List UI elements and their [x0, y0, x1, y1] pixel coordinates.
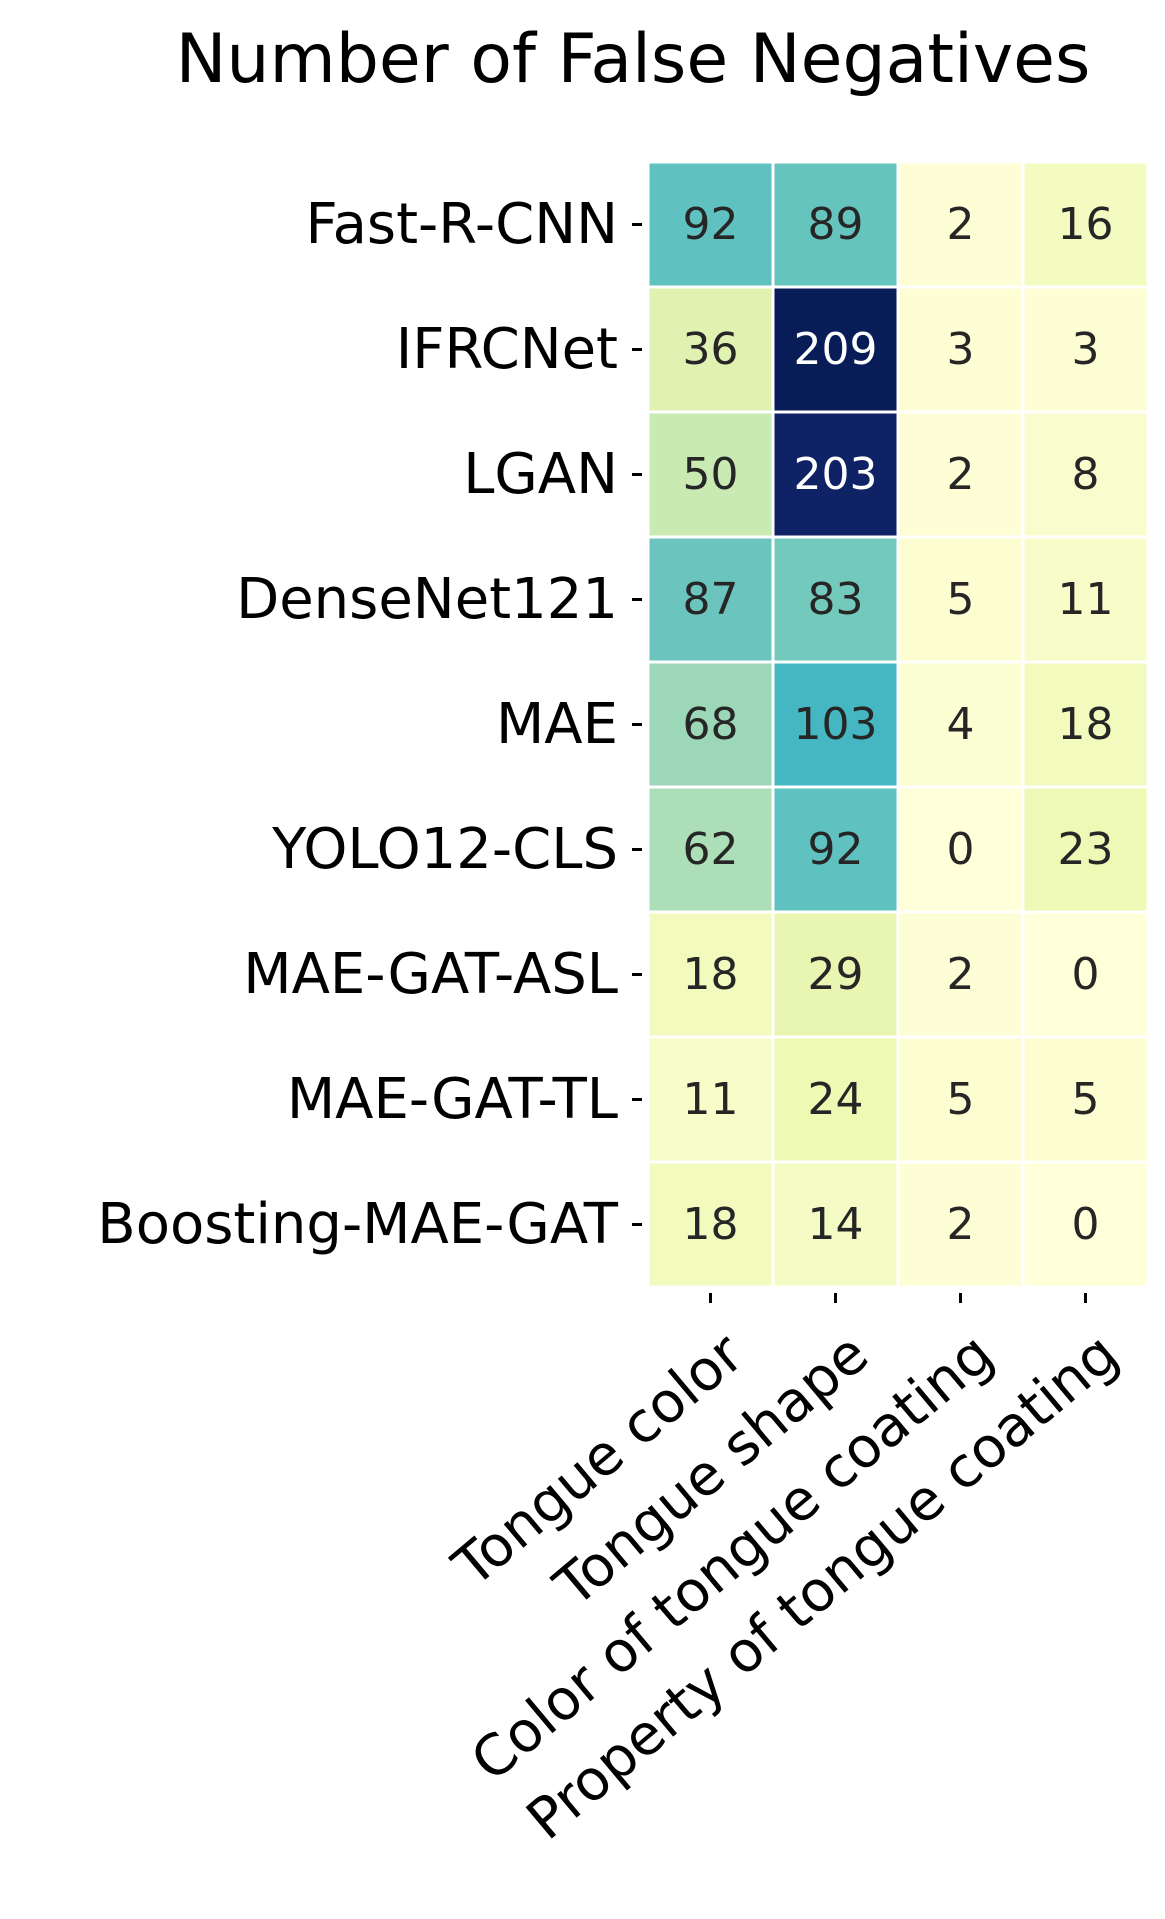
y-tick-label-densenet121: DenseNet121 — [236, 567, 618, 632]
cell-value-label: 68 — [683, 699, 739, 750]
heatmap-cell-ifrcnet-tongue-shape — [771, 285, 900, 414]
y-tick-label-mae-gat-tl: MAE-GAT-TL — [287, 1067, 618, 1132]
cell-value-label: 36 — [683, 324, 739, 375]
heatmap-cell-mae-tongue-color — [646, 660, 775, 789]
cell-value-label: 3 — [1072, 324, 1100, 375]
chart-title: Number of False Negatives — [176, 20, 1091, 99]
cell-value-label: 50 — [683, 449, 739, 500]
cell-value-label: 29 — [808, 949, 864, 1000]
cell-value-label: 89 — [808, 199, 864, 250]
heatmap-cell-yolo12-cls-tongue-shape — [771, 785, 900, 914]
cell-value-label: 92 — [683, 199, 739, 250]
heatmap-cells — [646, 160, 1150, 1289]
cell-value-label: 24 — [808, 1074, 864, 1125]
cell-value-label: 5 — [947, 1074, 975, 1125]
heatmap-cell-fast-r-cnn-tongue-shape — [771, 160, 900, 289]
heatmap-cell-densenet121-tongue-shape — [771, 535, 900, 664]
cell-value-label: 0 — [947, 824, 975, 875]
cell-value-label: 2 — [947, 949, 975, 1000]
cell-value-label: 11 — [1058, 574, 1114, 625]
heatmap-cell-fast-r-cnn-tongue-color — [646, 160, 775, 289]
cell-value-label: 2 — [947, 1199, 975, 1250]
heatmap-cell-densenet121-property-of-tongue-coating — [1021, 535, 1150, 664]
heatmap-cell-mae-property-of-tongue-coating — [1021, 660, 1150, 789]
cell-value-label: 18 — [683, 1199, 739, 1250]
heatmap-cell-yolo12-cls-tongue-color — [646, 785, 775, 914]
y-tick-label-boosting-mae-gat: Boosting-MAE-GAT — [97, 1192, 619, 1257]
cell-value-label: 5 — [1072, 1074, 1100, 1125]
cell-value-label: 11 — [683, 1074, 739, 1125]
heatmap-cell-boosting-mae-gat-color-of-tongue-coating — [896, 1160, 1025, 1289]
heatmap-cell-lgan-tongue-shape — [771, 410, 900, 539]
cell-value-label: 103 — [794, 699, 878, 750]
cell-value-label: 203 — [794, 449, 878, 500]
cell-value-label: 209 — [794, 324, 878, 375]
cell-value-label: 18 — [1058, 699, 1114, 750]
y-tick-label-lgan: LGAN — [463, 442, 618, 507]
heatmap-cell-yolo12-cls-property-of-tongue-coating — [1021, 785, 1150, 914]
y-tick-label-mae-gat-asl: MAE-GAT-ASL — [243, 942, 618, 1007]
heatmap-cell-mae-tongue-shape — [771, 660, 900, 789]
heatmap-cell-mae-gat-tl-color-of-tongue-coating — [896, 1035, 1025, 1164]
cell-value-label: 2 — [947, 449, 975, 500]
cell-value-label: 18 — [683, 949, 739, 1000]
cell-value-label: 0 — [1072, 949, 1100, 1000]
cell-value-label: 2 — [947, 199, 975, 250]
cell-value-label: 87 — [683, 574, 739, 625]
y-tick-label-yolo12-cls: YOLO12-CLS — [271, 817, 618, 882]
cell-value-label: 14 — [808, 1199, 864, 1250]
cell-value-label: 5 — [947, 574, 975, 625]
heatmap-cell-mae-gat-asl-property-of-tongue-coating — [1021, 910, 1150, 1039]
cell-value-label: 62 — [683, 824, 739, 875]
cell-value-label: 4 — [947, 699, 975, 750]
cell-value-label: 8 — [1072, 449, 1100, 500]
heatmap-cell-fast-r-cnn-property-of-tongue-coating — [1021, 160, 1150, 289]
heatmap-cell-boosting-mae-gat-tongue-shape — [771, 1160, 900, 1289]
heatmap-cell-yolo12-cls-color-of-tongue-coating — [896, 785, 1025, 914]
y-axis: Fast-R-CNN IFRCNet LGAN DenseNet121 MAE YOLO1… — [97, 192, 642, 1257]
heatmap-cell-lgan-property-of-tongue-coating — [1021, 410, 1150, 539]
y-tick-label-mae: MAE — [496, 692, 618, 757]
heatmap-cell-mae-gat-asl-color-of-tongue-coating — [896, 910, 1025, 1039]
y-tick-label-fast-r-cnn: Fast-R-CNN — [306, 192, 618, 257]
cell-value-label: 16 — [1058, 199, 1114, 250]
heatmap-cell-ifrcnet-property-of-tongue-coating — [1021, 285, 1150, 414]
cell-value-label: 23 — [1058, 824, 1114, 875]
x-tick-label-color-of-tongue-coating: Color of tongue coating — [459, 1321, 1005, 1794]
cell-value-label: 92 — [808, 824, 864, 875]
heatmap-cell-boosting-mae-gat-property-of-tongue-coating — [1021, 1160, 1150, 1289]
heatmap-cell-mae-gat-tl-tongue-color — [646, 1035, 775, 1164]
y-tick-label-ifrcnet: IFRCNet — [396, 317, 618, 382]
cell-value-label: 83 — [808, 574, 864, 625]
cell-value-label: 0 — [1072, 1199, 1100, 1250]
cell-value-label: 3 — [947, 324, 975, 375]
heatmap-cell-mae-color-of-tongue-coating — [896, 660, 1025, 789]
